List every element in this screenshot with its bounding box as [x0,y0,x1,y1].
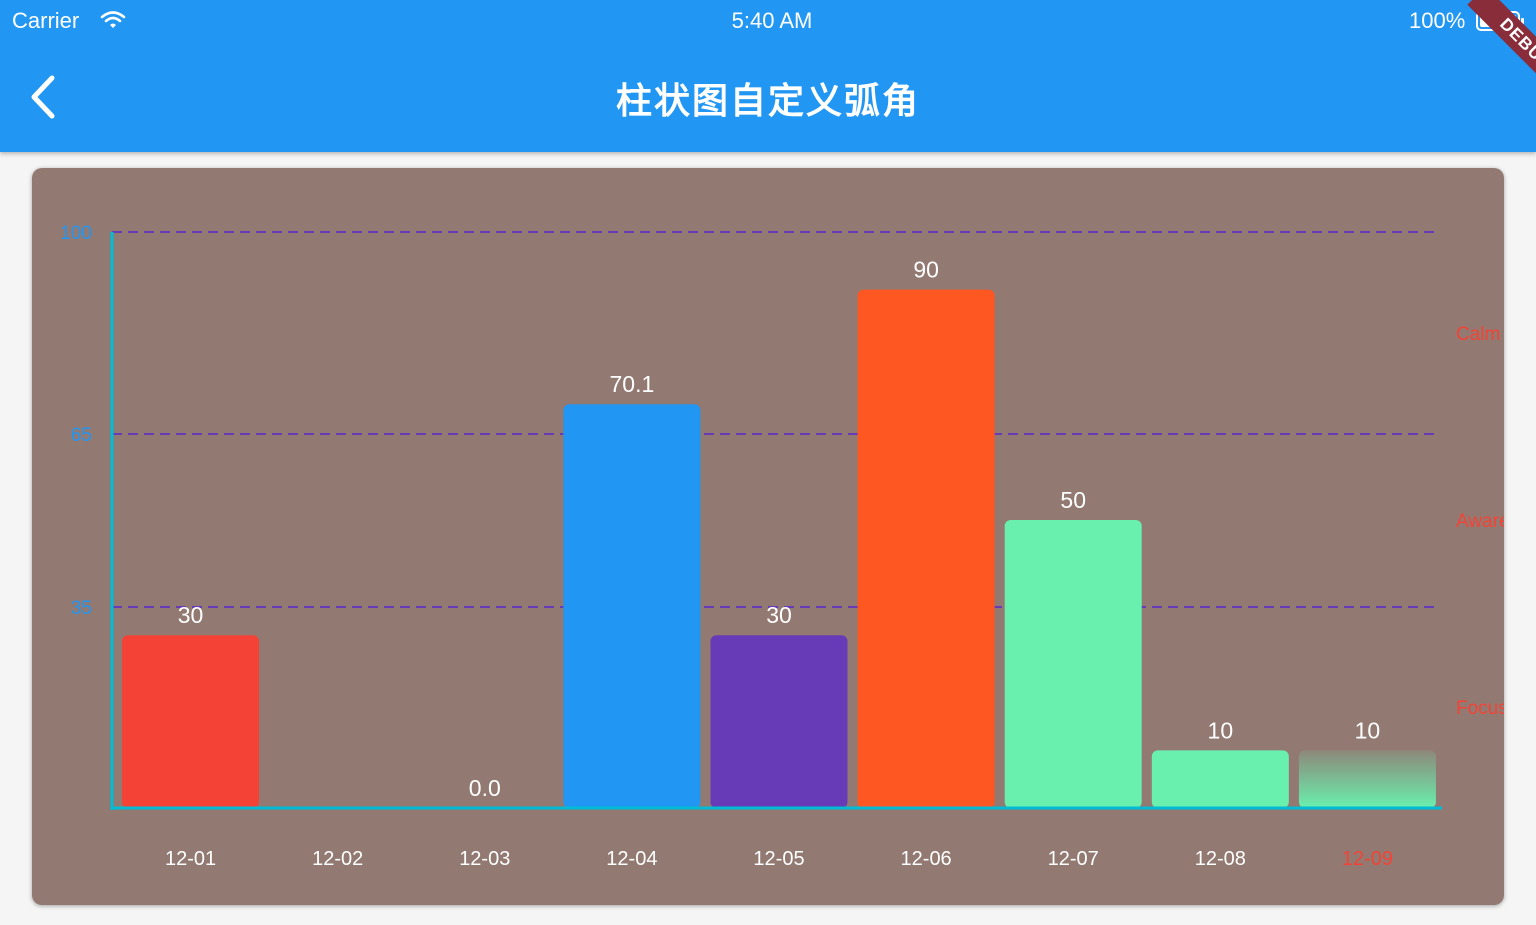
y-tick-label: 35 [71,598,92,619]
bar-chart: 35 65 100 30 12-01 12-02 0.0 12-03 70.1 12-04 30 12… [60,223,1504,870]
y-tick-label: 100 [60,223,92,244]
bar-12-01 [122,635,260,808]
x-tick-label: 12-01 [165,848,216,870]
debug-banner: DEBUG [1436,0,1536,100]
chart-card: 35 65 100 30 12-01 12-02 0.0 12-03 70.1 12-04 30 12… [32,168,1504,905]
bar-value-label: 0.0 [469,775,501,801]
x-tick-label: 12-05 [753,848,804,870]
bar-value-label: 30 [178,602,204,628]
bar-value-label: 50 [1060,487,1086,513]
bar-12-06 [857,289,995,809]
status-battery-percent: 100% [1409,8,1466,33]
right-band-label-focused: Focused [1456,698,1504,719]
status-carrier: Carrier [12,8,80,33]
status-time: 5:40 AM [731,8,813,33]
debug-banner-label: DEBUG [1467,0,1536,100]
bar-value-label: 30 [766,602,792,628]
bar-12-09 [1298,750,1436,808]
bar-12-07 [1004,520,1142,808]
bar-value-label: 90 [913,257,939,283]
x-tick-label: 12-03 [459,848,510,870]
x-tick-label: 12-06 [901,848,952,870]
bar-value-label: 70.1 [610,371,655,397]
x-tick-label: 12-04 [606,848,657,870]
back-arrow-icon[interactable] [26,74,62,120]
x-tick-label: 12-08 [1195,848,1246,870]
y-tick-label: 65 [71,425,92,446]
x-tick-label: 12-07 [1048,848,1099,870]
wifi-icon [100,11,126,28]
bar-12-04 [563,404,701,808]
right-band-label-aware: Aware [1456,511,1504,532]
right-band-label-calm: Calm [1456,324,1500,345]
bar-12-08 [1151,750,1289,808]
bar-value-label: 10 [1208,717,1234,743]
x-tick-label: 12-09 [1342,848,1393,870]
bar-value-label: 10 [1355,717,1381,743]
app-bar: Carrier 5:40 AM 100% 柱状图自定义弧角 DEBUG [0,0,1536,152]
bar-12-05 [710,635,848,808]
x-tick-label: 12-02 [312,848,363,870]
page-title: 柱状图自定义弧角 [615,80,920,121]
